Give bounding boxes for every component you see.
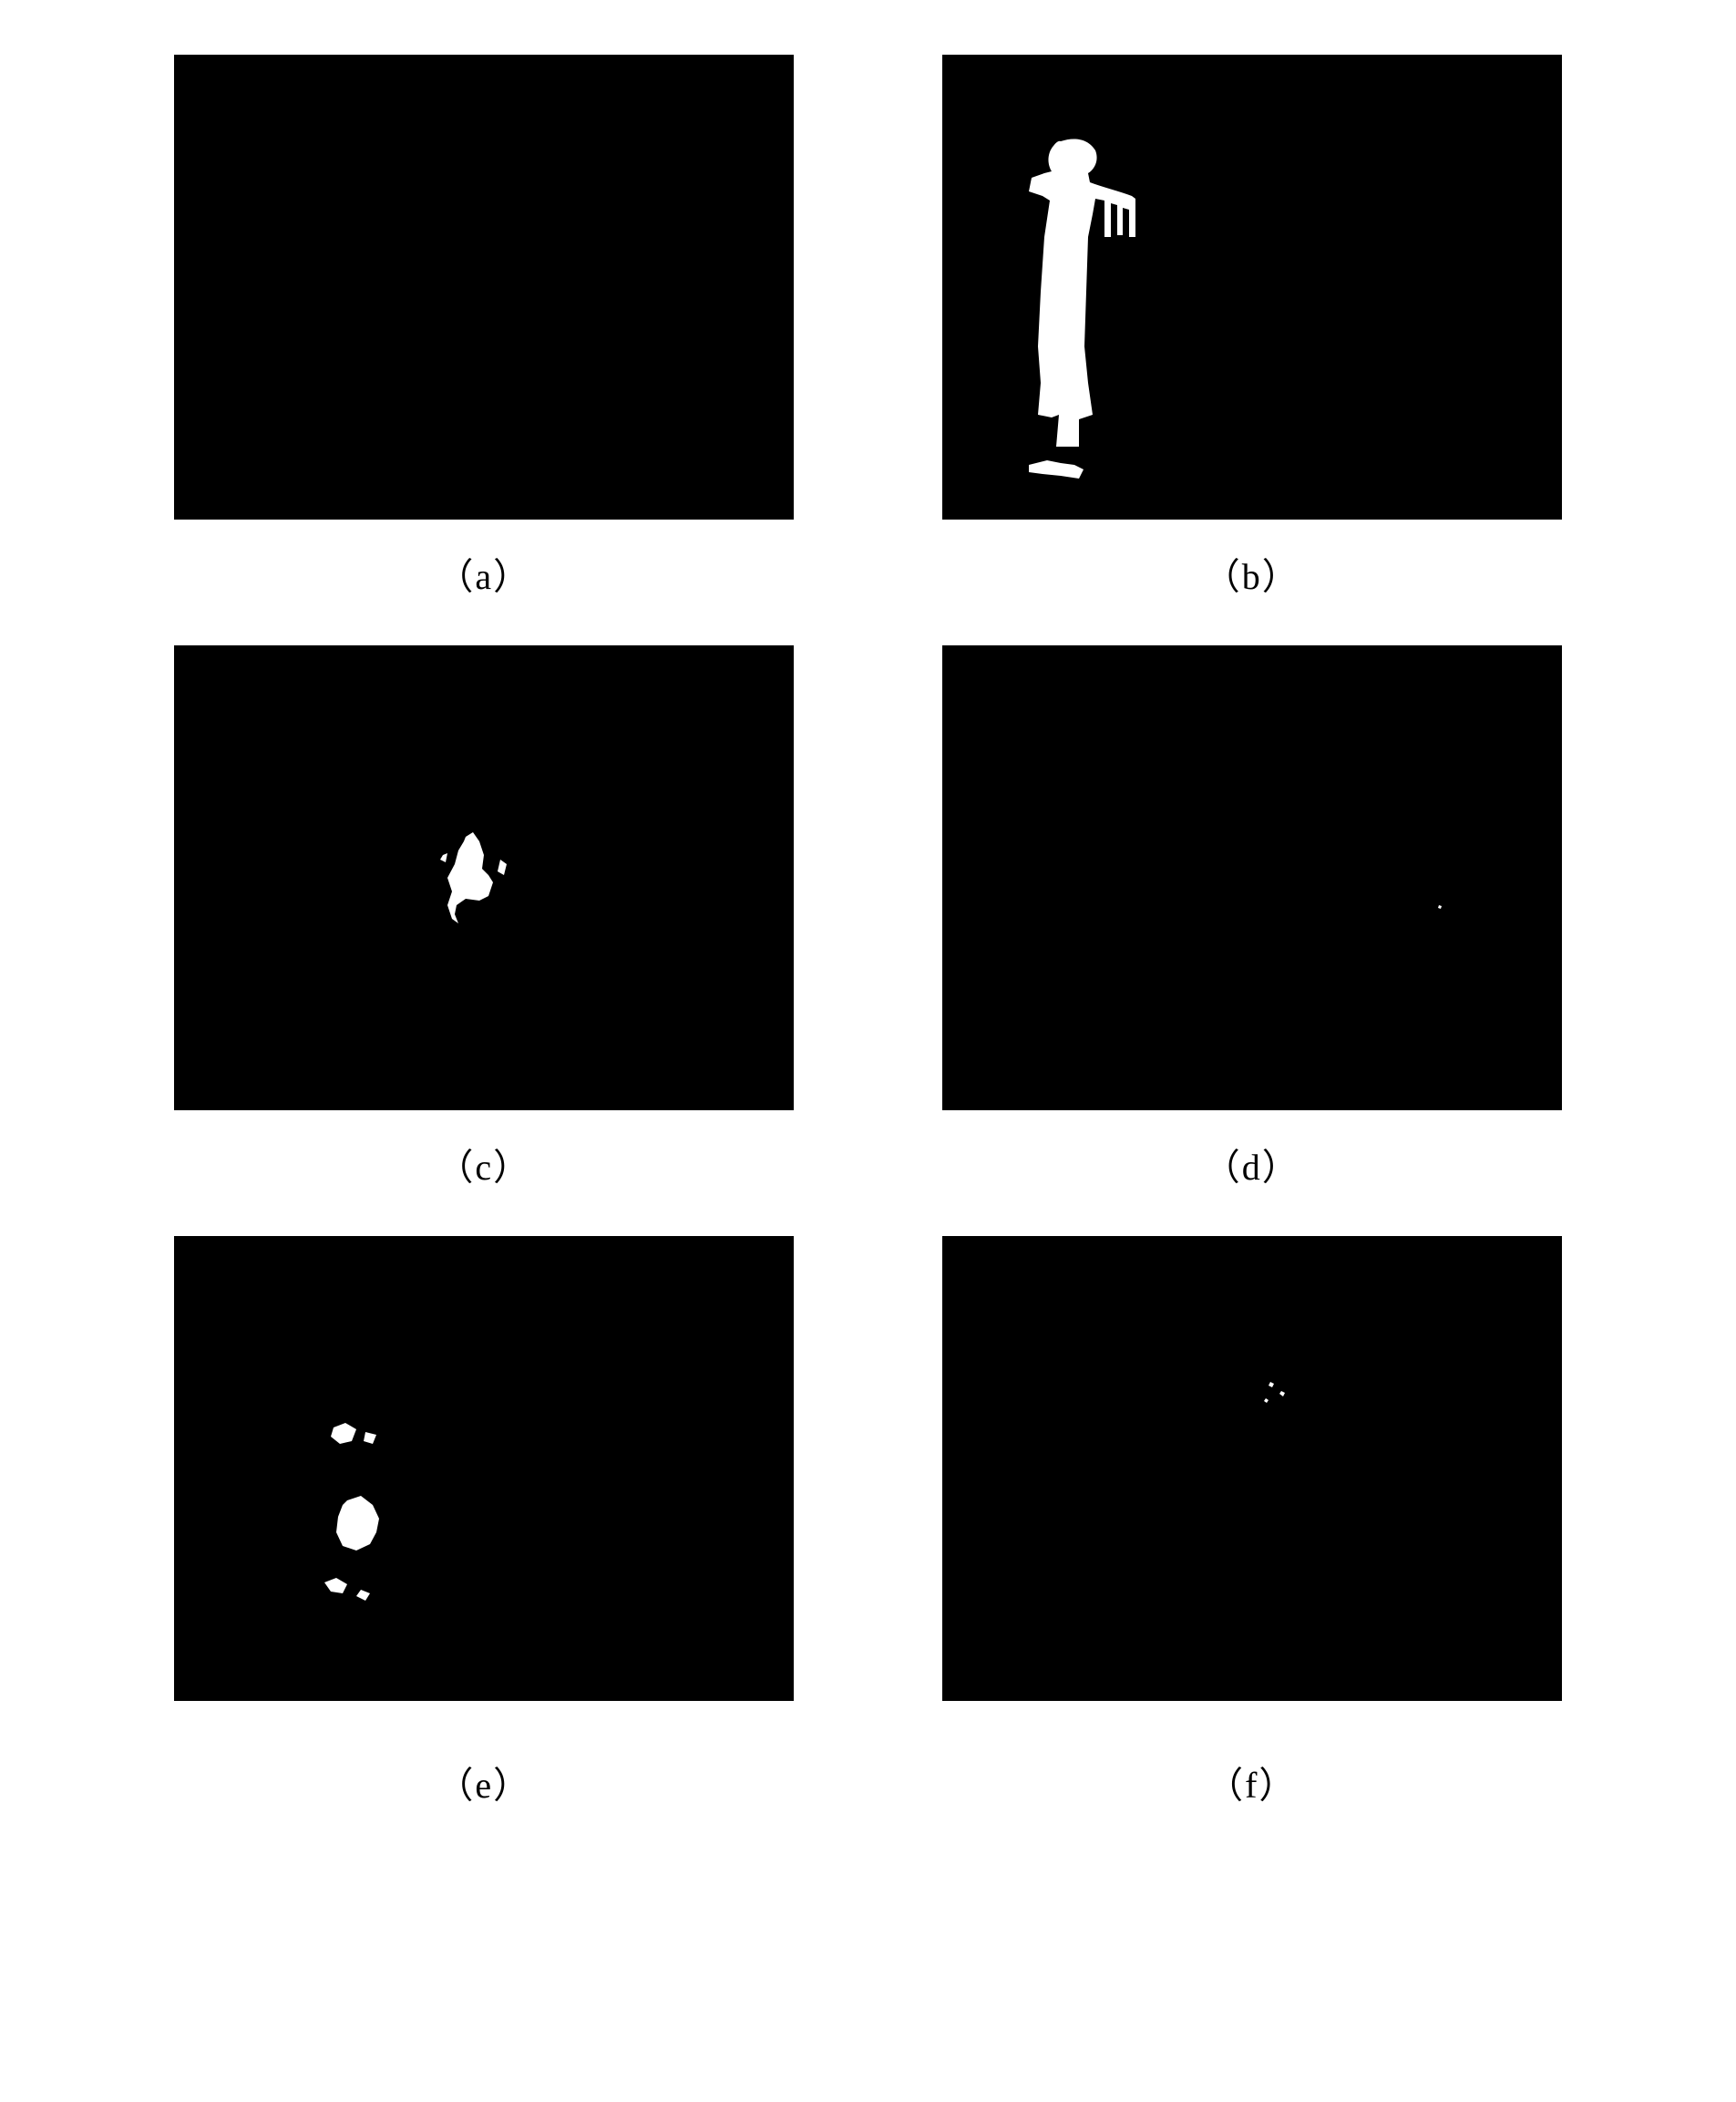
panel-e (174, 1236, 794, 1701)
caption-c: （c） (437, 1138, 531, 1190)
mask-a (174, 55, 794, 520)
caption-a: （a） (437, 547, 531, 600)
figure-cell-b: （b） (932, 55, 1573, 627)
blob-c (440, 832, 507, 923)
panel-b (942, 55, 1562, 520)
figure-cell-e: （e） (164, 1236, 805, 1836)
panel-f (942, 1236, 1562, 1701)
caption-e: （e） (437, 1756, 531, 1808)
panel-a (174, 55, 794, 520)
figure-cell-c: （c） (164, 645, 805, 1218)
panel-c (174, 645, 794, 1110)
mask-c (174, 645, 794, 1110)
mask-f (942, 1236, 1562, 1701)
mask-e (174, 1236, 794, 1701)
panel-d (942, 645, 1562, 1110)
caption-b: （b） (1204, 547, 1300, 600)
mask-d (942, 645, 1562, 1110)
caption-f: （f） (1207, 1756, 1297, 1808)
blob-e (324, 1423, 379, 1601)
silhouette-person (1029, 139, 1135, 479)
figure-cell-d: （d） (932, 645, 1573, 1218)
speck-d (1438, 905, 1442, 909)
figure-cell-a: （a） (164, 55, 805, 627)
caption-d: （d） (1204, 1138, 1300, 1190)
figure-cell-f: （f） (932, 1236, 1573, 1836)
mask-b (942, 55, 1562, 520)
speck-f (1264, 1382, 1285, 1403)
figure-grid: （a） （b） （c） （d） (164, 55, 1572, 1836)
